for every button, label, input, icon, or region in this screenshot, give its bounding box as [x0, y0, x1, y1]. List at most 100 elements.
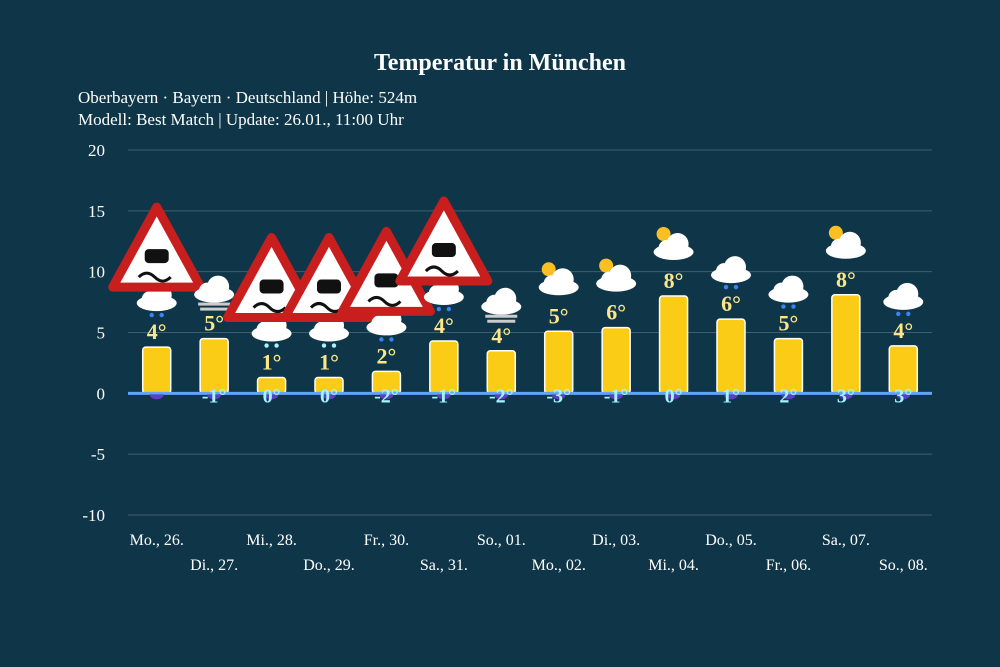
cloud-fog-icon	[481, 287, 522, 315]
x-tick-label: Mi., 04.	[648, 557, 699, 574]
min-marker	[264, 394, 279, 400]
min-temp-label: -3°	[546, 385, 571, 407]
sun-icon	[656, 227, 671, 241]
max-temp-label: 1°	[262, 350, 282, 375]
cloud-fog-icon	[194, 275, 235, 303]
min-temp-label: 0°	[263, 385, 281, 407]
max-temp-label: 5°	[779, 311, 799, 336]
x-tick-label: Di., 03.	[592, 532, 640, 549]
sun-icon	[599, 258, 614, 273]
x-tick-label: So., 01.	[477, 532, 526, 549]
temperature-bar	[716, 318, 746, 395]
max-temp-label: 8°	[836, 267, 856, 292]
subtitle-location: Oberbayern · Bayern · Deutschland | Höhe…	[78, 88, 418, 107]
fog-icon	[485, 314, 518, 318]
max-temp-label: 8°	[664, 268, 684, 293]
max-temp-label: 1°	[319, 350, 339, 375]
sun-cloud-icon	[596, 264, 637, 292]
slippery-road-warning-icon	[108, 202, 206, 292]
sleet-icon	[321, 343, 337, 348]
chart-title: Temperatur in München	[373, 50, 627, 76]
y-tick-label: 0	[97, 384, 106, 403]
subtitle-model: Modell: Best Match | Update: 26.01., 11:…	[78, 110, 404, 129]
min-temp-label: 2°	[779, 385, 797, 407]
x-tick-label: Fr., 30.	[364, 532, 409, 549]
max-temp-label: 5°	[549, 303, 569, 328]
min-marker	[781, 394, 796, 400]
min-marker	[379, 394, 394, 400]
cloud-rain-icon	[366, 308, 407, 336]
rain-drops-icon	[379, 337, 394, 342]
sun-icon	[828, 225, 843, 240]
min-marker	[838, 394, 853, 400]
x-tick-label: Sa., 07.	[822, 532, 870, 549]
sun-cloud-icon	[653, 233, 694, 260]
sun-icon	[541, 262, 556, 277]
max-temp-label: 4°	[491, 323, 511, 348]
min-marker	[609, 394, 624, 400]
min-temp-label: 0°	[320, 385, 338, 407]
y-tick-label: 15	[88, 202, 105, 221]
x-tick-label: Fr., 06.	[766, 557, 811, 574]
sleet-icon	[264, 343, 279, 348]
temperature-bar	[658, 295, 689, 395]
y-tick-label: 20	[88, 141, 105, 160]
rain-drops-icon	[436, 306, 452, 312]
max-temp-label: 2°	[377, 343, 397, 368]
max-temp-label: 4°	[147, 319, 167, 344]
fog-icon	[487, 319, 516, 323]
fog-icon	[200, 307, 229, 311]
min-marker	[666, 394, 681, 400]
cloud-rain-icon	[883, 282, 924, 310]
min-temp-label: 3°	[837, 385, 855, 407]
temperature-bar	[543, 330, 574, 395]
min-temp-label: -2°	[374, 385, 399, 407]
x-tick-label: So., 08.	[879, 557, 928, 574]
min-marker	[724, 394, 738, 400]
min-marker	[494, 394, 509, 400]
min-marker	[207, 394, 222, 400]
cloud-rain-icon	[711, 256, 751, 284]
min-marker	[436, 394, 451, 400]
max-temp-label: 4°	[893, 318, 913, 343]
min-temp-label: -1°	[202, 385, 227, 407]
rain-drops-icon	[723, 284, 739, 290]
min-marker	[896, 394, 911, 400]
x-tick-label: Do., 29.	[303, 557, 355, 574]
rain-drops-icon	[896, 311, 911, 317]
min-marker	[149, 394, 164, 400]
min-temp-label: 3°	[894, 385, 912, 407]
min-temp-label: -2°	[489, 385, 514, 407]
y-tick-label: 5	[97, 324, 106, 343]
x-tick-label: Mo., 02.	[532, 557, 586, 574]
x-tick-label: Do., 05.	[705, 532, 757, 549]
x-tick-label: Di., 27.	[190, 557, 238, 574]
min-marker	[322, 394, 336, 400]
sun-cloud-icon	[538, 268, 579, 296]
sun-cloud-icon	[825, 231, 866, 259]
temperature-bar	[141, 346, 172, 395]
slippery-road-warning-icon	[395, 196, 493, 286]
rain-drops-icon	[149, 312, 164, 318]
fog-icon	[198, 302, 231, 306]
y-tick-label: 10	[88, 263, 105, 282]
max-temp-label: 4°	[434, 313, 454, 338]
x-tick-label: Mi., 28.	[246, 532, 297, 549]
temperature-bar	[601, 326, 631, 395]
min-temp-label: -1°	[432, 385, 457, 407]
x-tick-label: Sa., 31.	[420, 557, 468, 574]
max-temp-label: 5°	[204, 311, 224, 336]
min-temp-label: -1°	[604, 385, 629, 407]
max-temp-label: 6°	[721, 291, 741, 316]
min-marker	[551, 394, 566, 400]
temperature-bar	[831, 294, 861, 395]
min-temp-label: 1°	[722, 385, 740, 407]
y-tick-label: -5	[91, 445, 105, 464]
y-tick-label: -10	[82, 506, 105, 525]
min-temp-label: 0°	[665, 385, 683, 407]
max-temp-label: 6°	[606, 300, 626, 325]
rain-drops-icon	[781, 304, 796, 309]
cloud-rain-icon	[768, 275, 809, 303]
